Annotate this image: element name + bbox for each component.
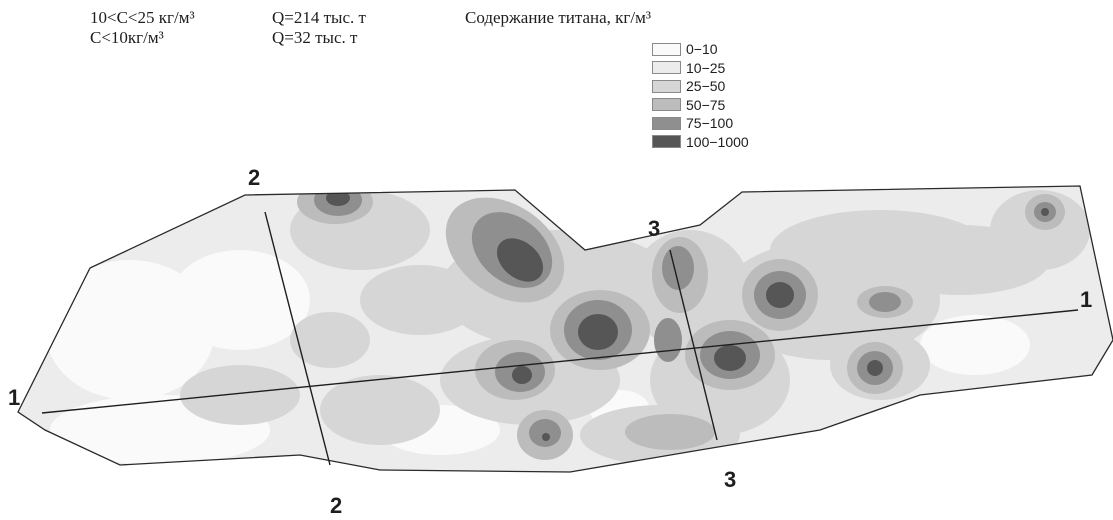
- profile-2-end-label: 2: [330, 493, 342, 518]
- legend-label-2: 25−50: [686, 78, 726, 95]
- legend-item-1: 10−25: [652, 59, 749, 78]
- legend-swatch-4: [652, 116, 681, 130]
- legend-title: Содержание титана, кг/м³: [465, 8, 651, 27]
- stat-range-2: C<10кг/м³: [90, 28, 164, 47]
- profile-2-start-label: 2: [248, 165, 260, 190]
- profile-1-start-label: 1: [8, 385, 20, 410]
- zones-100-1000: [326, 190, 1049, 441]
- legend-swatch-3: [652, 98, 681, 112]
- stat-range-1: 10<C<25 кг/м³: [90, 8, 195, 27]
- legend-label-5: 100−1000: [686, 133, 749, 150]
- profile-line-3: [669, 249, 718, 441]
- profile-line-2: [264, 211, 331, 466]
- profile-line-1: [41, 309, 1079, 414]
- deposit-boundary: [17, 185, 1113, 473]
- legend: 0−10 10−25 25−50 50−75 75−100 100−1000: [652, 40, 749, 151]
- legend-item-4: 75−100: [652, 114, 749, 133]
- legend-swatch-5: [652, 135, 681, 149]
- legend-label-1: 10−25: [686, 59, 726, 76]
- profile-1-end-label: 1: [1080, 287, 1092, 312]
- legend-item-3: 50−75: [652, 96, 749, 115]
- legend-item-5: 100−1000: [652, 133, 749, 152]
- profile-3-end-label: 3: [724, 467, 736, 492]
- legend-label-0: 0−10: [686, 41, 718, 58]
- legend-item-0: 0−10: [652, 40, 749, 59]
- legend-label-3: 50−75: [686, 96, 726, 113]
- legend-swatch-0: [652, 42, 681, 56]
- legend-swatch-2: [652, 79, 681, 93]
- legend-item-2: 25−50: [652, 77, 749, 96]
- contour-field: [18, 186, 1113, 472]
- stat-reserve-1: Q=214 тыс. т: [272, 8, 366, 27]
- legend-swatch-1: [652, 61, 681, 75]
- legend-label-4: 75−100: [686, 115, 734, 132]
- stat-reserve-2: Q=32 тыс. т: [272, 28, 358, 47]
- profile-3-start-label: 3: [648, 216, 660, 241]
